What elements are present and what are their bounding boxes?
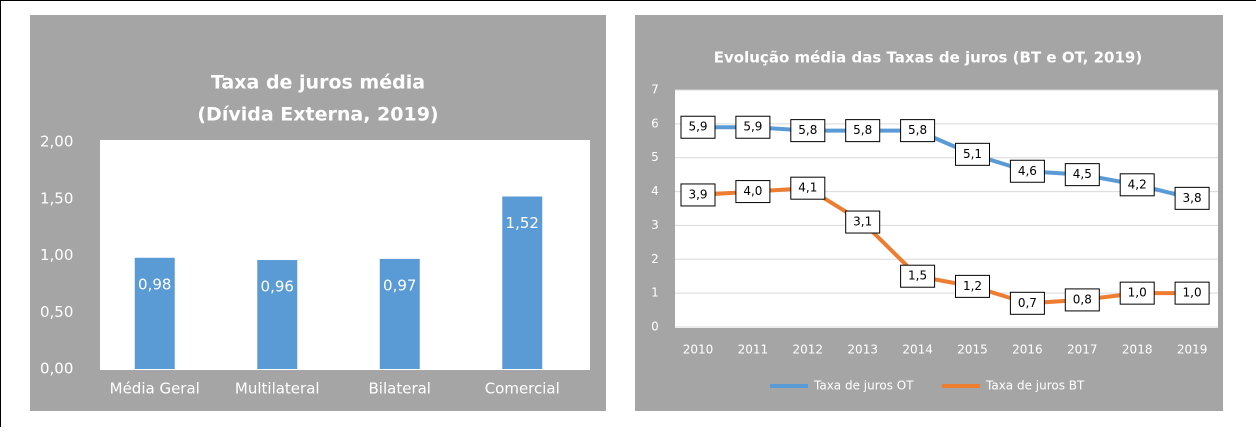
x-tick-label: Média Geral xyxy=(110,380,200,398)
y-tick-label: 3 xyxy=(651,218,659,232)
data-label-box xyxy=(955,274,990,298)
data-label: 0,97 xyxy=(383,276,416,294)
data-label: 5,8 xyxy=(908,123,927,137)
y-tick-label: 1,50 xyxy=(40,189,73,207)
data-label-box xyxy=(790,119,826,143)
line xyxy=(697,186,1193,306)
data-label: 4,0 xyxy=(743,184,762,198)
bar xyxy=(379,258,420,369)
x-tick-label: Comercial xyxy=(485,380,560,398)
x-tick-label: 2014 xyxy=(902,343,933,357)
data-label-box xyxy=(845,210,881,234)
y-tick-label: 2 xyxy=(651,252,659,266)
x-tick-label: 2015 xyxy=(957,343,988,357)
data-label: 1,2 xyxy=(963,279,982,293)
data-label-box xyxy=(1064,163,1100,187)
x-tick-label: Multilateral xyxy=(235,380,320,398)
x-tick-label: 2012 xyxy=(793,343,824,357)
y-tick-label: 0 xyxy=(651,320,659,334)
y-tick-label: 2,00 xyxy=(40,133,73,151)
x-tick-label: 2017 xyxy=(1067,343,1098,357)
line xyxy=(698,125,1193,201)
data-label-box xyxy=(735,115,771,139)
data-label: 1,0 xyxy=(1183,286,1202,300)
data-label: 3,9 xyxy=(688,187,707,201)
data-label-box xyxy=(1174,186,1210,210)
data-label: 5,8 xyxy=(798,123,817,137)
data-label-box xyxy=(1009,159,1045,183)
data-label: 5,1 xyxy=(963,147,982,161)
data-label-box xyxy=(680,183,716,207)
data-label: 1,0 xyxy=(1128,286,1147,300)
data-label: 1,52 xyxy=(506,214,539,232)
data-label: 5,8 xyxy=(853,123,872,137)
bar xyxy=(257,260,298,369)
x-tick-label: 2010 xyxy=(683,343,714,357)
data-label: 0,98 xyxy=(138,275,171,293)
x-tick-label: Bilateral xyxy=(369,380,431,398)
y-tick-label: 4 xyxy=(651,184,659,198)
data-label: 5,9 xyxy=(743,120,762,134)
data-label-box xyxy=(790,176,826,200)
data-label: 1,5 xyxy=(908,269,927,283)
data-label: 4,1 xyxy=(798,181,817,195)
data-label-box xyxy=(1119,281,1155,305)
x-tick-label: 2018 xyxy=(1122,343,1153,357)
y-tick-label: 5 xyxy=(651,150,659,164)
y-tick-label: 7 xyxy=(651,83,659,97)
data-label: 3,1 xyxy=(853,215,872,229)
x-tick-label: 2011 xyxy=(738,343,769,357)
data-label-box xyxy=(1119,173,1155,197)
data-label: 4,2 xyxy=(1128,177,1147,191)
x-tick-label: 2013 xyxy=(847,343,878,357)
data-label: 3,8 xyxy=(1183,191,1202,205)
data-label-box xyxy=(845,119,881,143)
data-label-box xyxy=(1064,288,1100,312)
data-label-box xyxy=(680,115,716,139)
data-label-box xyxy=(1009,291,1045,315)
data-label-box xyxy=(1174,281,1210,305)
y-tick-label: 0,50 xyxy=(40,303,73,321)
data-label: 5,9 xyxy=(688,120,707,134)
legend-label: Taxa de juros OT xyxy=(813,379,914,393)
data-label-box xyxy=(735,180,771,204)
data-label: 0,96 xyxy=(261,278,294,296)
data-label: 4,5 xyxy=(1073,167,1092,181)
y-tick-label: 6 xyxy=(651,116,659,130)
data-label-box xyxy=(900,264,936,288)
chart-subtitle: (Dívida Externa, 2019) xyxy=(197,104,438,126)
x-tick-label: 2016 xyxy=(1012,343,1043,357)
chart-title: Evolução média das Taxas de juros (BT e … xyxy=(714,49,1142,67)
data-label-box xyxy=(900,119,936,143)
y-tick-label: 0,00 xyxy=(40,360,73,378)
bar xyxy=(502,196,543,369)
y-tick-label: 1 xyxy=(651,286,659,300)
data-label: 0,7 xyxy=(1018,296,1037,310)
data-label: 0,8 xyxy=(1073,292,1092,306)
chart-title: Taxa de juros média xyxy=(211,72,425,94)
bar xyxy=(134,257,175,369)
legend-label: Taxa de juros BT xyxy=(985,379,1085,393)
data-label-box xyxy=(955,142,990,166)
x-tick-label: 2019 xyxy=(1177,343,1208,357)
y-tick-label: 1,00 xyxy=(40,246,73,264)
data-label: 4,6 xyxy=(1018,164,1037,178)
